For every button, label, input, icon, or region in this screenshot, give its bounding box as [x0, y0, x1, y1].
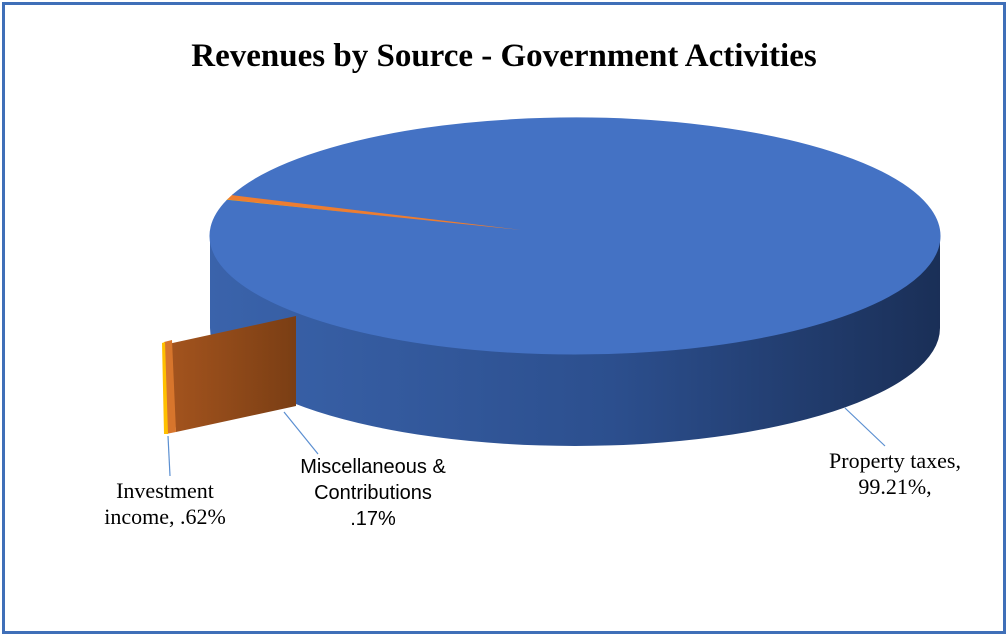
leader-property-taxes [844, 407, 886, 447]
slice-investment-income-side [168, 316, 296, 432]
label-investment-income: Investment income, .62% [60, 478, 270, 530]
label-misc-line1: Miscellaneous & [300, 456, 446, 478]
label-miscellaneous: Miscellaneous & Contributions .17% [268, 454, 478, 532]
chart-title: Revenues by Source - Government Activiti… [191, 38, 817, 74]
label-misc-line3: .17% [350, 508, 396, 530]
label-property-line2: 99.21%, [858, 474, 932, 499]
slice-property-taxes-side [210, 236, 940, 446]
leader-investment-income [167, 435, 171, 477]
leader-miscellaneous [283, 411, 319, 455]
label-property-taxes: Property taxes, 99.21%, [800, 448, 990, 500]
label-investment-line2: income, .62% [104, 504, 226, 529]
label-property-line1: Property taxes, [829, 448, 961, 473]
slice-property-taxes [209, 117, 941, 355]
slice-misc-edge [162, 342, 168, 434]
label-misc-line2: Contributions [314, 482, 432, 504]
label-investment-line1: Investment [116, 478, 214, 503]
